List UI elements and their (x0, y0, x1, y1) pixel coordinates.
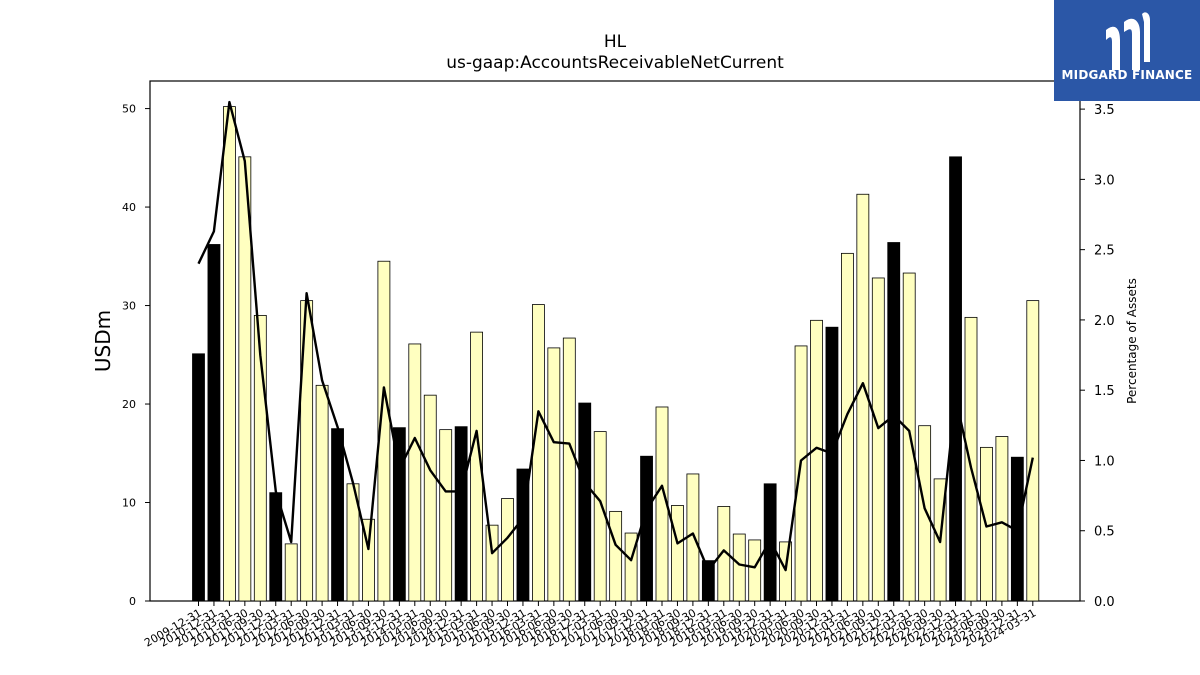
y-tick-label: 10 (122, 497, 136, 510)
bar (207, 244, 221, 602)
bar (485, 524, 499, 602)
bar (532, 304, 545, 602)
chart-title: HL (603, 32, 627, 52)
bar (748, 539, 762, 602)
bar (918, 425, 932, 602)
chart-subtitle: us-gaap:AccountsReceivableNetCurrent (446, 53, 784, 73)
bar (779, 541, 792, 602)
bar (392, 427, 406, 602)
bar (192, 353, 205, 602)
bar (1026, 300, 1040, 602)
bar (423, 394, 437, 602)
y2-axis-label: Percentage of Assets (1125, 278, 1139, 404)
bar (671, 505, 684, 602)
bar (964, 316, 978, 602)
bar (995, 436, 1009, 602)
bar (547, 347, 561, 602)
y-axis-label: USDm (91, 310, 115, 372)
y2-tick-label: 2.5 (1094, 244, 1115, 259)
y2-tick-label: 2.0 (1094, 314, 1115, 329)
logo-mark-icon (1106, 12, 1150, 70)
bar (732, 533, 746, 602)
bar (501, 498, 514, 602)
y-tick-label: 40 (122, 201, 136, 214)
y2-tick-label: 3.0 (1094, 173, 1115, 188)
bar (578, 402, 592, 602)
bar (810, 319, 823, 602)
bar (562, 337, 576, 602)
bar (949, 156, 962, 602)
y2-tick-label: 3.5 (1094, 103, 1115, 118)
bar (871, 277, 885, 602)
brand-logo: MIDGARD FINANCE (1054, 0, 1200, 101)
bar (315, 384, 329, 602)
y2-tick-label: 0.5 (1094, 525, 1115, 540)
bar (825, 326, 839, 602)
y-tick-label: 20 (122, 398, 136, 411)
bar (331, 428, 344, 602)
bar (609, 510, 623, 602)
bar (439, 429, 453, 602)
bar (284, 543, 298, 602)
y-tick-label: 30 (122, 300, 136, 313)
bar (408, 343, 422, 602)
bar (887, 242, 901, 602)
bar (454, 426, 468, 602)
bar (640, 455, 653, 602)
bar (222, 106, 236, 602)
y2-tick-label: 1.0 (1094, 454, 1115, 469)
logo-text: MIDGARD FINANCE (1061, 68, 1193, 82)
y2-tick-label: 0.0 (1094, 595, 1115, 610)
percentage-line (197, 100, 1034, 572)
bar (701, 560, 715, 602)
bar (794, 345, 808, 602)
y-tick-label: 0 (129, 595, 136, 608)
y-tick-label: 50 (122, 103, 136, 116)
y2-tick-label: 1.5 (1094, 384, 1115, 399)
